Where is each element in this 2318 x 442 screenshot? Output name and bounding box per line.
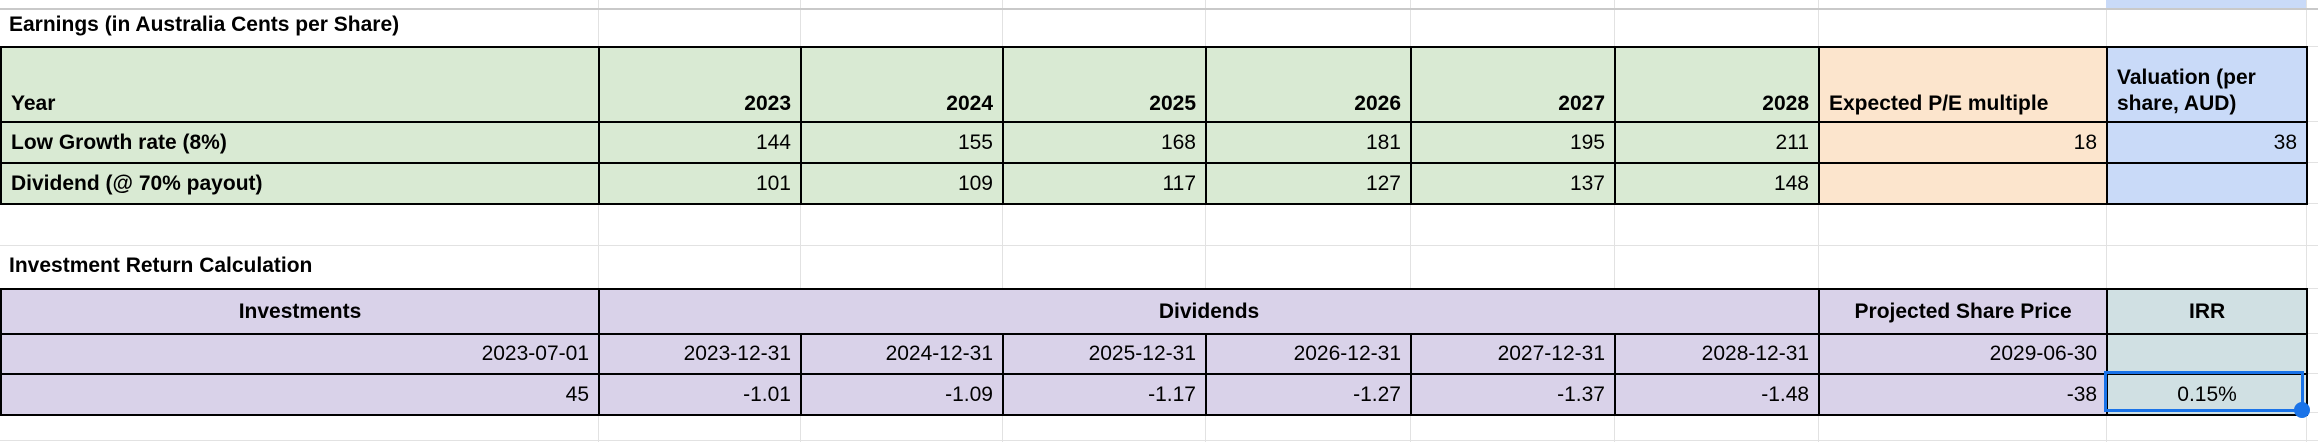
- cell-dividends-header[interactable]: Dividends: [597, 288, 1821, 335]
- cell-year-2026[interactable]: 2026: [1205, 46, 1412, 123]
- cutoff-cell-above-valuation: [2106, 0, 2306, 8]
- cell-dividend-label[interactable]: Dividend (@ 70% payout): [0, 162, 600, 205]
- gridline: [1410, 0, 1411, 442]
- cell-year-2027[interactable]: 2027: [1410, 46, 1616, 123]
- cashflow-cell[interactable]: 45: [0, 373, 600, 416]
- investment-table: Investments Dividends Projected Share Pr…: [0, 288, 2309, 416]
- data-cell[interactable]: 137: [1410, 162, 1616, 205]
- date-cell[interactable]: 2025-12-31: [1002, 333, 1207, 375]
- gridline: [800, 0, 801, 442]
- date-cell[interactable]: 2024-12-31: [800, 333, 1004, 375]
- earnings-table: Year 2023 2024 2025 2026 2027 2028 Expec…: [0, 46, 2308, 205]
- data-cell[interactable]: 101: [598, 162, 802, 205]
- data-cell[interactable]: 148: [1614, 162, 1820, 205]
- date-cell[interactable]: 2023-12-31: [598, 333, 802, 375]
- data-cell[interactable]: 155: [800, 121, 1004, 164]
- gridline: [0, 440, 2318, 441]
- cell-low-growth-label[interactable]: Low Growth rate (8%): [0, 121, 600, 164]
- gridline: [1205, 0, 1206, 442]
- gridline: [1002, 0, 1003, 442]
- investment-section-title[interactable]: Investment Return Calculation: [9, 254, 313, 277]
- cell-year-2023[interactable]: 2023: [598, 46, 802, 123]
- dates-row: 2023-07-01 2023-12-31 2024-12-31 2025-12…: [0, 333, 2309, 375]
- gridline: [2306, 0, 2307, 442]
- cell-valuation-header[interactable]: Valuation (per share, AUD): [2106, 46, 2308, 123]
- date-cell[interactable]: 2029-06-30: [1818, 333, 2109, 375]
- cashflow-row: 45 -1.01 -1.09 -1.17 -1.27 -1.37 -1.48 -…: [0, 373, 2309, 416]
- cell-selection-outline[interactable]: [2104, 371, 2310, 418]
- cell-irr-header[interactable]: IRR: [2106, 288, 2309, 335]
- date-cell[interactable]: 2023-07-01: [0, 333, 600, 375]
- data-cell[interactable]: 144: [598, 121, 802, 164]
- empty-cell[interactable]: [1818, 162, 2108, 205]
- empty-cell[interactable]: [2106, 333, 2309, 375]
- cell-year-2025[interactable]: 2025: [1002, 46, 1207, 123]
- empty-cell[interactable]: [2106, 162, 2308, 205]
- cell-investments-header[interactable]: Investments: [0, 288, 600, 335]
- cashflow-cell[interactable]: -1.09: [800, 373, 1004, 416]
- date-cell[interactable]: 2028-12-31: [1613, 333, 1821, 375]
- gridline: [0, 8, 2318, 10]
- dividend-row: Dividend (@ 70% payout) 101 109 117 127 …: [0, 162, 2308, 205]
- cell-projected-price-header[interactable]: Projected Share Price: [1818, 288, 2109, 335]
- cashflow-cell[interactable]: -1.17: [1002, 373, 1207, 416]
- cashflow-cell[interactable]: -1.37: [1410, 373, 1616, 416]
- data-cell[interactable]: 117: [1002, 162, 1207, 205]
- cell-pe-multiple-value[interactable]: 18: [1818, 121, 2108, 164]
- data-cell[interactable]: 211: [1614, 121, 1820, 164]
- investment-header-row: Investments Dividends Projected Share Pr…: [0, 288, 2309, 335]
- irr-result-cell[interactable]: 0.15%: [2106, 373, 2309, 416]
- cell-year-2028[interactable]: 2028: [1614, 46, 1820, 123]
- cashflow-cell[interactable]: -1.48: [1613, 373, 1821, 416]
- cell-valuation-value[interactable]: 38: [2106, 121, 2308, 164]
- gridline: [2106, 0, 2107, 442]
- selection-fill-handle[interactable]: [2294, 402, 2310, 418]
- cashflow-cell[interactable]: -1.01: [598, 373, 802, 416]
- data-cell[interactable]: 109: [800, 162, 1004, 205]
- cashflow-cell[interactable]: -1.27: [1205, 373, 1412, 416]
- earnings-section-title[interactable]: Earnings (in Australia Cents per Share): [9, 13, 400, 36]
- data-cell[interactable]: 195: [1410, 121, 1616, 164]
- earnings-header-row: Year 2023 2024 2025 2026 2027 2028 Expec…: [0, 46, 2308, 123]
- low-growth-row: Low Growth rate (8%) 144 155 168 181 195…: [0, 121, 2308, 164]
- data-cell[interactable]: 168: [1002, 121, 1207, 164]
- projected-price-cell[interactable]: -38: [1818, 373, 2109, 416]
- date-cell[interactable]: 2027-12-31: [1410, 333, 1616, 375]
- gridline: [1614, 0, 1615, 442]
- gridline: [1818, 0, 1819, 442]
- gridline: [0, 245, 2318, 246]
- data-cell[interactable]: 181: [1205, 121, 1412, 164]
- gridline: [598, 0, 599, 442]
- cell-year-2024[interactable]: 2024: [800, 46, 1004, 123]
- date-cell[interactable]: 2026-12-31: [1205, 333, 1412, 375]
- cell-year-header[interactable]: Year: [0, 46, 600, 123]
- cell-pe-multiple-header[interactable]: Expected P/E multiple: [1818, 46, 2108, 123]
- data-cell[interactable]: 127: [1205, 162, 1412, 205]
